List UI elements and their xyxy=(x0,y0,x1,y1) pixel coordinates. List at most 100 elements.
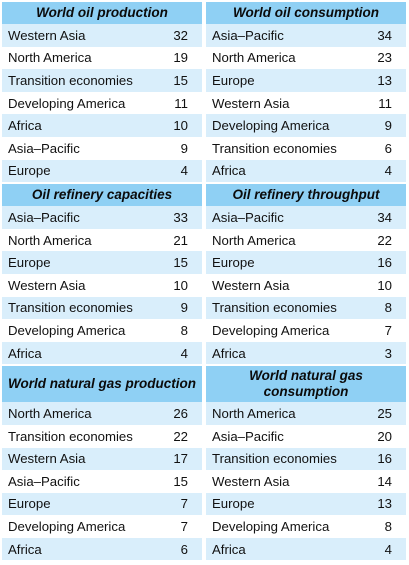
table-row: Africa 4 xyxy=(206,159,406,183)
table-row: Western Asia 10 xyxy=(2,274,202,297)
share-value: 10 xyxy=(377,277,392,293)
table-row: Europe 16 xyxy=(206,251,406,274)
table-column-left: World oil production Western Asia 32 North … xyxy=(2,2,202,183)
share-value: 13 xyxy=(377,72,392,88)
share-value: 3 xyxy=(384,345,392,361)
region-label: Asia–Pacific xyxy=(8,209,80,225)
share-value: 34 xyxy=(377,209,392,225)
table-row: Africa 4 xyxy=(206,537,406,561)
region-label: North America xyxy=(8,406,92,422)
table-row: Developing America 8 xyxy=(206,515,406,538)
table-row: North America 21 xyxy=(2,229,202,252)
share-value: 10 xyxy=(173,118,188,134)
region-label: Europe xyxy=(212,496,255,512)
share-value: 7 xyxy=(384,322,392,338)
table-row: Asia–Pacific 33 xyxy=(2,206,202,229)
table-row: Asia–Pacific 9 xyxy=(2,137,202,160)
table-row: Asia–Pacific 15 xyxy=(2,470,202,493)
region-label: Western Asia xyxy=(212,473,290,489)
table-column-left: Oil refinery capacities Asia–Pacific 33 Nor… xyxy=(2,184,202,365)
region-label: Western Asia xyxy=(8,27,86,43)
share-value: 7 xyxy=(180,496,188,512)
table-row: Europe 13 xyxy=(206,69,406,92)
share-value: 17 xyxy=(173,451,188,467)
share-value: 6 xyxy=(384,140,392,156)
region-label: Africa xyxy=(8,118,42,134)
table-heading: World oil production xyxy=(2,2,202,24)
region-label: Western Asia xyxy=(212,277,290,293)
table-row: Asia–Pacific 34 xyxy=(206,206,406,229)
share-value: 4 xyxy=(384,541,392,557)
share-value: 9 xyxy=(180,140,188,156)
table-row: Developing America 7 xyxy=(2,515,202,538)
table-row: Africa 4 xyxy=(2,341,202,365)
share-value: 23 xyxy=(377,50,392,66)
share-value: 4 xyxy=(180,345,188,361)
share-value: 8 xyxy=(384,300,392,316)
share-value: 25 xyxy=(377,406,392,422)
table-column-right: World natural gas consumption North Ameri… xyxy=(206,366,406,561)
region-label: Europe xyxy=(8,496,51,512)
table-heading: World natural gas production xyxy=(2,366,202,403)
region-label: Transition economies xyxy=(8,72,133,88)
table-column-right: Oil refinery throughput Asia–Pacific 34 Nor… xyxy=(206,184,406,365)
region-label: Africa xyxy=(212,345,246,361)
share-value: 33 xyxy=(173,209,188,225)
table-row: Transition economies 9 xyxy=(2,296,202,320)
table-row: Western Asia 10 xyxy=(206,274,406,297)
share-value: 13 xyxy=(377,496,392,512)
table-row: Developing America 7 xyxy=(206,319,406,342)
region-label: North America xyxy=(8,50,92,66)
table-row: Western Asia 14 xyxy=(206,470,406,493)
region-label: Asia–Pacific xyxy=(8,473,80,489)
share-value: 4 xyxy=(384,163,392,179)
region-label: Western Asia xyxy=(212,95,290,111)
share-value: 11 xyxy=(378,95,392,111)
region-label: Africa xyxy=(212,163,246,179)
share-value: 15 xyxy=(173,72,188,88)
table-section: Oil refinery capacities Asia–Pacific 33 Nor… xyxy=(2,184,406,365)
region-label: Asia–Pacific xyxy=(8,140,80,156)
region-label: Europe xyxy=(212,72,255,88)
region-label: Transition economies xyxy=(8,428,133,444)
table-row: Transition economies 22 xyxy=(2,425,202,448)
region-label: Europe xyxy=(212,255,255,271)
region-label: Western Asia xyxy=(8,451,86,467)
region-label: Western Asia xyxy=(8,277,86,293)
table-row: Transition economies 8 xyxy=(206,296,406,320)
share-value: 9 xyxy=(180,300,188,316)
table-column-right: World oil consumption Asia–Pacific 34 North… xyxy=(206,2,406,183)
share-value: 4 xyxy=(180,163,188,179)
region-label: Asia–Pacific xyxy=(212,209,284,225)
table-row: Africa 6 xyxy=(2,537,202,561)
share-value: 9 xyxy=(384,118,392,134)
share-value: 16 xyxy=(377,255,392,271)
table-row: Western Asia 32 xyxy=(2,24,202,47)
share-value: 22 xyxy=(173,428,188,444)
table-column-left: World natural gas production North Americ… xyxy=(2,366,202,561)
table-row: Asia–Pacific 20 xyxy=(206,425,406,448)
table-section: World oil production Western Asia 32 North … xyxy=(2,2,406,183)
table-heading: Oil refinery capacities xyxy=(2,184,202,207)
region-label: North America xyxy=(212,406,296,422)
share-value: 32 xyxy=(173,27,188,43)
table-row: Developing America 9 xyxy=(206,114,406,137)
share-value: 22 xyxy=(377,232,392,248)
table-row: Africa 10 xyxy=(2,114,202,137)
table-row: Developing America 8 xyxy=(2,319,202,342)
table-heading: World natural gas consumption xyxy=(206,366,406,403)
region-label: Transition economies xyxy=(8,300,133,316)
table-heading: Oil refinery throughput xyxy=(206,184,406,207)
share-value: 15 xyxy=(173,473,188,489)
table-row: North America 23 xyxy=(206,47,406,70)
table-row: Transition economies 16 xyxy=(206,447,406,471)
table-row: Transition economies 6 xyxy=(206,137,406,160)
share-value: 34 xyxy=(377,27,392,43)
table-row: Developing America 11 xyxy=(2,92,202,115)
share-value: 26 xyxy=(173,406,188,422)
region-label: North America xyxy=(8,232,92,248)
table-row: North America 25 xyxy=(206,402,406,425)
region-label: Europe xyxy=(8,255,51,271)
region-label: Developing America xyxy=(8,322,126,338)
table-row: Western Asia 17 xyxy=(2,447,202,471)
